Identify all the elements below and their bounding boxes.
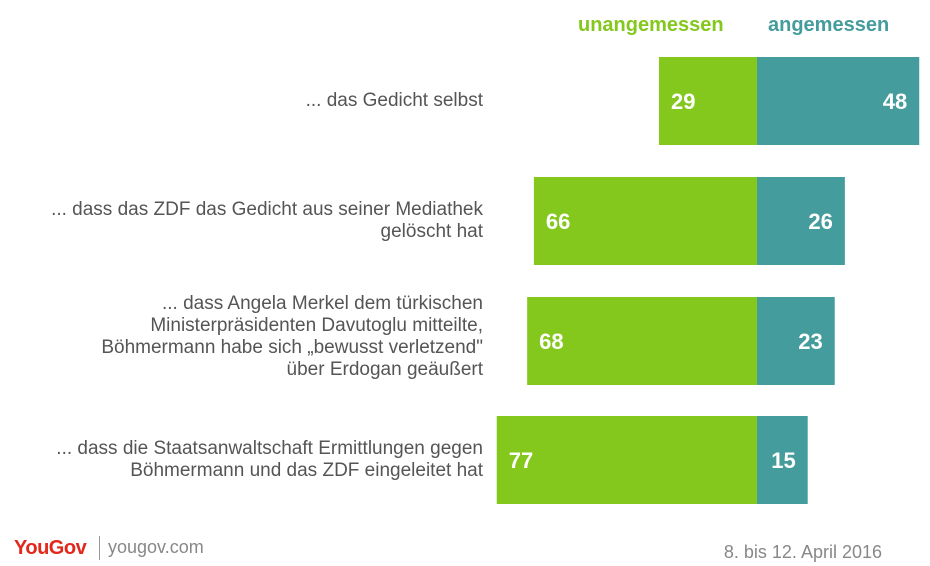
category-label-3: ... dass Angela Merkel dem türkischen Mi… (101, 293, 483, 380)
value-label-angemessen-2: 26 (808, 209, 832, 234)
yougov-logo: YouGov (14, 537, 87, 559)
value-label-angemessen-3: 23 (798, 329, 822, 354)
bar-unangemessen-2 (533, 177, 757, 265)
bar-unangemessen-3 (527, 297, 757, 385)
survey-date: 8. bis 12. April 2016 (723, 542, 882, 562)
category-label-1: ... das Gedicht selbst (305, 90, 483, 111)
bar-angemessen-3 (757, 297, 835, 385)
site-url: yougov.com (108, 537, 204, 557)
category-label-4: ... dass die Staatsanwaltschaft Ermittlu… (56, 438, 483, 481)
bar-angemessen-1 (757, 57, 920, 145)
category-label-2: ... dass das ZDF das Gedicht aus seiner … (51, 199, 483, 242)
value-label-unangemessen-4: 77 (509, 448, 533, 473)
legend-angemessen: angemessen (768, 14, 890, 36)
value-label-unangemessen-2: 66 (546, 209, 570, 234)
logo-divider (99, 536, 100, 560)
bar-unangemessen-1 (658, 57, 757, 145)
value-label-unangemessen-1: 29 (671, 89, 695, 114)
bar-unangemessen-4 (496, 416, 757, 504)
value-label-angemessen-1: 48 (883, 89, 907, 114)
value-label-unangemessen-3: 68 (539, 329, 563, 354)
legend-unangemessen: unangemessen (578, 14, 724, 36)
value-label-angemessen-4: 15 (771, 448, 795, 473)
bar-angemessen-4 (757, 416, 808, 504)
bar-angemessen-2 (757, 177, 845, 265)
